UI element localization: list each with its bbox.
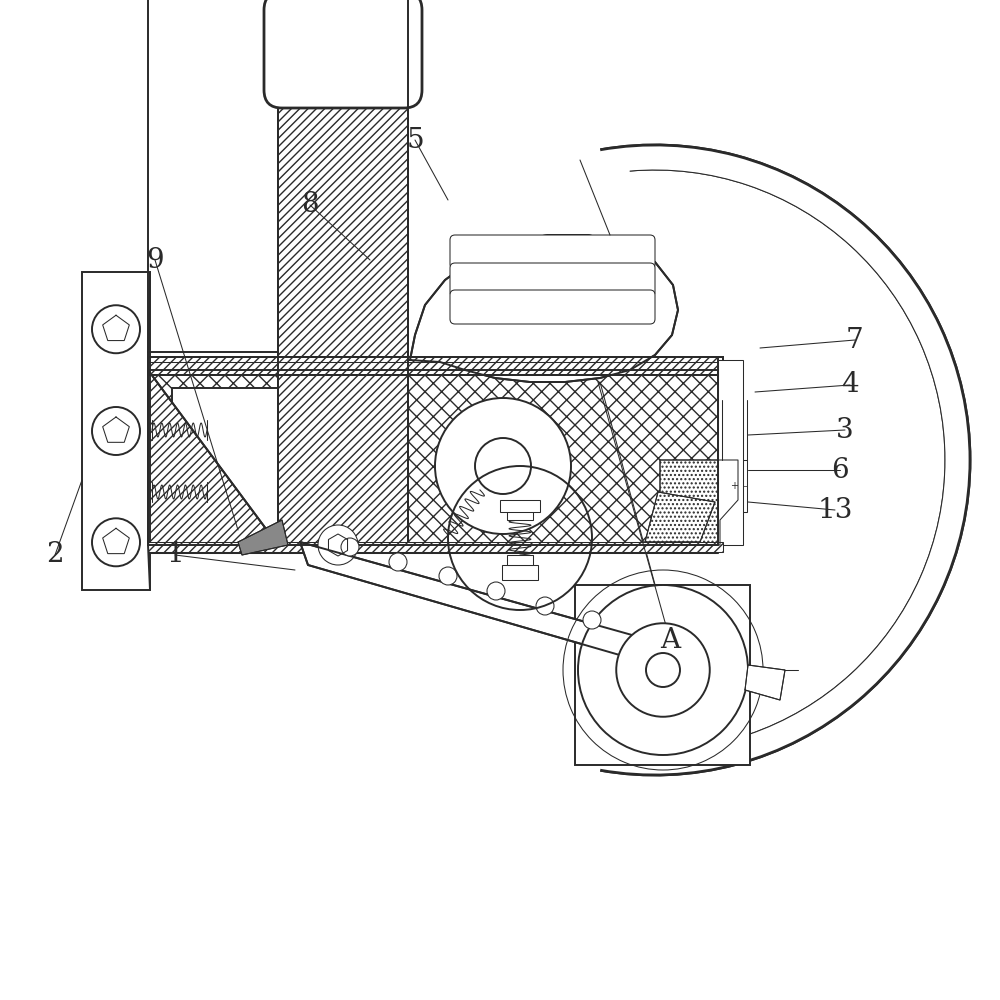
Bar [575, 585, 750, 765]
Text: 5: 5 [406, 126, 424, 153]
Circle shape [646, 653, 680, 687]
FancyBboxPatch shape [264, 0, 422, 108]
Polygon shape [745, 665, 785, 700]
Circle shape [318, 525, 358, 565]
Circle shape [536, 597, 554, 615]
Polygon shape [600, 145, 970, 775]
Bar [172, 388, 407, 528]
Bar [148, 370, 718, 545]
Text: A: A [660, 626, 680, 654]
Circle shape [389, 553, 407, 571]
Polygon shape [660, 460, 738, 545]
Circle shape [616, 623, 710, 717]
Polygon shape [645, 492, 715, 542]
Circle shape [435, 398, 571, 534]
Text: 8: 8 [301, 192, 319, 219]
FancyBboxPatch shape [450, 290, 655, 324]
Circle shape [475, 438, 531, 494]
FancyBboxPatch shape [450, 263, 655, 297]
Text: 6: 6 [831, 456, 849, 484]
Bar [500, 500, 540, 512]
Circle shape [92, 407, 140, 455]
Bar [148, 357, 723, 375]
Text: 13: 13 [817, 496, 853, 524]
Circle shape [92, 305, 140, 353]
Bar [148, 357, 718, 375]
Bar [148, 542, 723, 552]
Text: +: + [730, 481, 738, 491]
Polygon shape [238, 520, 288, 555]
Bar [82, 272, 150, 590]
Circle shape [92, 518, 140, 566]
Circle shape [583, 611, 601, 629]
Bar [718, 360, 743, 545]
Polygon shape [300, 542, 632, 658]
Text: 1: 1 [166, 542, 184, 568]
Polygon shape [410, 235, 678, 382]
Text: 9: 9 [146, 246, 164, 273]
Polygon shape [148, 370, 408, 545]
Bar [148, 357, 723, 375]
Bar [502, 565, 538, 580]
Text: 3: 3 [836, 416, 854, 444]
Bar [507, 555, 533, 565]
Text: 4: 4 [841, 371, 859, 398]
Polygon shape [278, 70, 408, 545]
Circle shape [578, 585, 748, 755]
Circle shape [341, 538, 359, 556]
Circle shape [487, 582, 505, 600]
Bar [507, 510, 533, 520]
Circle shape [439, 567, 457, 585]
Text: 2: 2 [46, 542, 64, 568]
Text: 7: 7 [846, 326, 864, 354]
FancyBboxPatch shape [450, 235, 655, 269]
Bar [722, 460, 747, 512]
